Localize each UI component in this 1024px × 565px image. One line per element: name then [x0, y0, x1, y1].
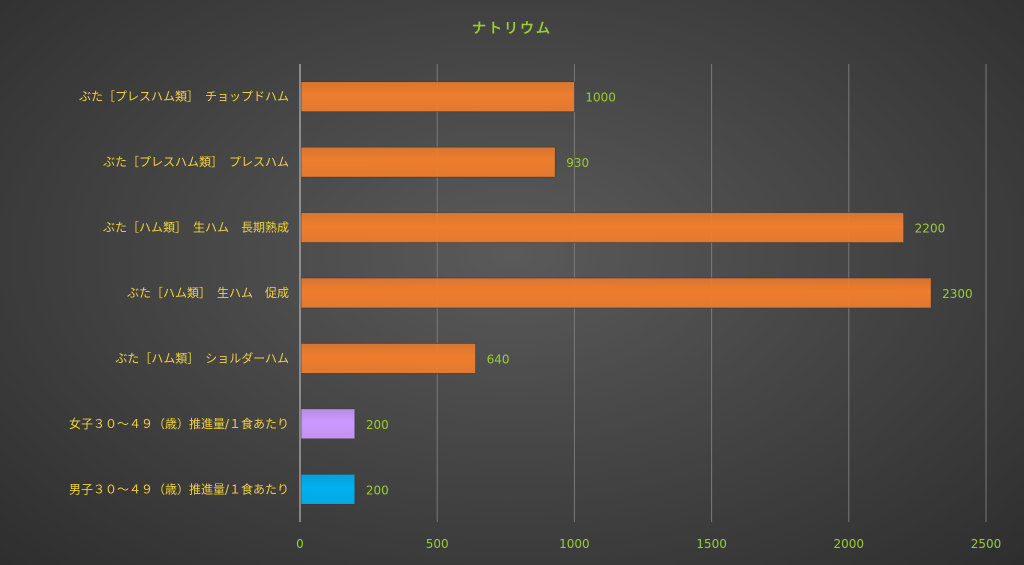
- category-label: ぶた［プレスハム類］ チョップドハム: [79, 90, 289, 104]
- x-tick-label: 1500: [696, 537, 727, 551]
- bar: [300, 343, 476, 374]
- data-label: 200: [366, 483, 389, 497]
- bar: [300, 212, 904, 243]
- bar: [300, 473, 356, 505]
- category-label: 男子３０～４９（歳）推進量/１食あたり: [69, 481, 289, 496]
- bars: [300, 81, 932, 505]
- bar: [300, 408, 356, 440]
- data-label: 640: [487, 352, 510, 366]
- bar: [300, 81, 575, 113]
- x-tick-label: 2000: [834, 537, 865, 551]
- x-tick-label: 500: [426, 537, 449, 551]
- category-label: ぶた［ハム類］ 生ハム 長期熟成: [103, 220, 289, 235]
- data-labels: 1000 930 2200 2300 640 200 200: [366, 91, 973, 498]
- data-label: 2200: [915, 222, 946, 236]
- category-label: ぶた［プレスハム類］ プレスハム: [103, 155, 289, 169]
- x-axis-ticks: 0 500 1000 1500 2000 2500: [296, 537, 1001, 551]
- category-label: ぶた［ハム類］ 生ハム 促成: [127, 286, 289, 300]
- data-label: 2300: [942, 287, 973, 301]
- data-label: 1000: [585, 91, 616, 105]
- bar: [300, 277, 932, 309]
- category-label: ぶた［ハム類］ ショルダーハム: [115, 350, 289, 365]
- data-label: 200: [366, 418, 389, 432]
- data-label: 930: [566, 156, 589, 170]
- chart-title: ナトリウム: [472, 21, 552, 37]
- x-tick-label: 1000: [559, 537, 590, 551]
- x-tick-label: 2500: [971, 537, 1002, 551]
- category-label: 女子３０～４９（歳）推進量/１食あたり: [69, 416, 289, 431]
- x-tick-label: 0: [296, 537, 304, 551]
- bar: [300, 146, 556, 178]
